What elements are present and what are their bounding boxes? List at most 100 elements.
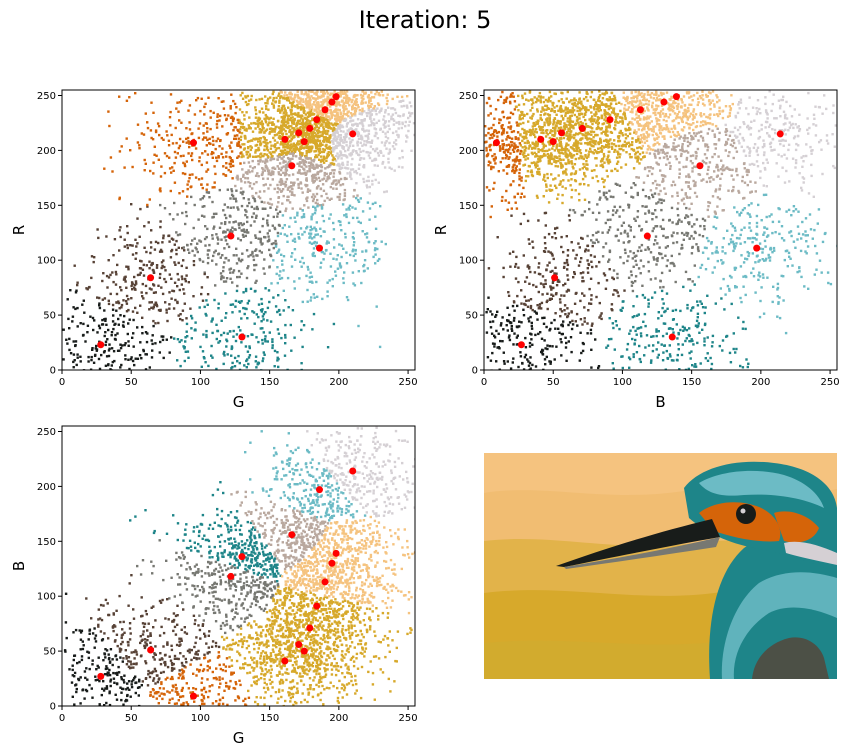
- centroid-point: [321, 578, 329, 586]
- y-tick-label: 150: [37, 201, 56, 212]
- centroid-point: [672, 93, 680, 101]
- y-tick-label: 200: [37, 482, 56, 493]
- figure-title: Iteration: 5: [358, 6, 492, 34]
- y-tick-label: 200: [37, 146, 56, 157]
- centroid-point: [97, 672, 105, 680]
- quantized-kingfisher-image: [484, 453, 837, 679]
- x-tick-label: 250: [399, 377, 418, 388]
- y-axis-label: R: [432, 225, 450, 235]
- x-axis-label: B: [655, 393, 665, 411]
- x-tick-label: 50: [547, 377, 560, 388]
- centroid-point: [147, 274, 155, 282]
- centroid-point: [306, 124, 314, 132]
- centroid-point: [578, 124, 586, 132]
- x-tick-label: 150: [260, 713, 279, 724]
- axes-frame: [61, 425, 416, 707]
- panel-top-left: 0 50 100 150 200 250 0 50 100 150 200 250 G R: [10, 89, 418, 411]
- y-tick-label: 100: [459, 256, 478, 267]
- panel-top-right: 0 50 100 150 200 250 0 50 100 150 200 250 B R: [432, 89, 840, 411]
- centroid-point: [313, 602, 321, 610]
- centroid-point: [349, 467, 357, 475]
- y-tick-label: 0: [50, 366, 56, 377]
- x-tick-label: 0: [481, 377, 487, 388]
- centroid-point: [306, 624, 314, 632]
- y-tick-label: 250: [37, 427, 56, 438]
- centroid-point: [190, 139, 198, 147]
- y-tick-label: 0: [472, 366, 478, 377]
- x-tick-label: 0: [59, 377, 65, 388]
- y-tick-label: 50: [465, 311, 478, 322]
- centroid-point: [97, 341, 105, 349]
- x-tick-label: 200: [329, 377, 348, 388]
- centroid-point: [537, 135, 545, 143]
- centroid-point: [696, 162, 704, 170]
- pixel-cloud: [62, 90, 415, 370]
- y-tick-label: 200: [459, 146, 478, 157]
- centroid-point: [281, 657, 289, 665]
- centroid-point: [668, 333, 676, 341]
- centroid-point: [492, 139, 500, 147]
- centroid-point: [776, 130, 784, 138]
- x-tick-label: 100: [613, 377, 632, 388]
- panel-bottom-left: 0 50 100 150 200 250 0 50 100 150 200 250 G B: [10, 425, 418, 747]
- centroid-point: [332, 549, 340, 557]
- y-tick-label: 100: [37, 256, 56, 267]
- x-tick-label: 200: [329, 713, 348, 724]
- x-tick-label: 0: [59, 713, 65, 724]
- centroid-point: [300, 138, 308, 146]
- centroid-point: [238, 553, 246, 561]
- centroid-point: [295, 129, 303, 137]
- centroid-point: [295, 641, 303, 649]
- x-tick-label: 100: [191, 713, 210, 724]
- centroid-point: [315, 244, 323, 252]
- y-tick-label: 150: [459, 201, 478, 212]
- centroid-point: [660, 98, 668, 106]
- centroid-point: [558, 129, 566, 137]
- centroid-point: [313, 116, 321, 124]
- pixel-cloud: [484, 90, 837, 370]
- centroid-point: [328, 559, 336, 567]
- y-axis-label: R: [10, 225, 28, 235]
- centroid-point: [332, 93, 340, 101]
- centroid-point: [549, 138, 557, 146]
- pixel-cloud: [63, 426, 415, 706]
- x-tick-label: 200: [751, 377, 770, 388]
- x-tick-label: 150: [682, 377, 701, 388]
- axes-frame: [61, 89, 416, 371]
- y-tick-label: 50: [43, 311, 56, 322]
- centroid-point: [227, 232, 235, 240]
- centroid-point: [300, 647, 308, 655]
- x-tick-label: 250: [399, 713, 418, 724]
- centroid-point: [288, 531, 296, 539]
- axes-frame: [483, 89, 838, 371]
- centroid-point: [281, 135, 289, 143]
- centroid-point: [147, 646, 155, 654]
- centroid-point: [517, 341, 525, 349]
- centroid-point: [288, 162, 296, 170]
- centroid-point: [636, 106, 644, 114]
- centroid-point: [321, 106, 329, 114]
- y-tick-label: 250: [37, 91, 56, 102]
- centroid-point: [551, 274, 559, 282]
- x-tick-label: 100: [191, 377, 210, 388]
- y-axis-label: B: [10, 561, 28, 571]
- y-tick-label: 0: [50, 702, 56, 713]
- x-tick-label: 50: [125, 713, 138, 724]
- centroid-point: [349, 130, 357, 138]
- y-tick-label: 150: [37, 537, 56, 548]
- centroid-point: [606, 116, 614, 124]
- centroid-point: [190, 692, 198, 700]
- y-tick-label: 50: [43, 647, 56, 658]
- y-tick-label: 100: [37, 592, 56, 603]
- centroid-point: [753, 244, 761, 252]
- centroid-point: [643, 232, 651, 240]
- centroid-point: [227, 572, 235, 580]
- centroid-point: [328, 98, 336, 106]
- x-tick-label: 50: [125, 377, 138, 388]
- x-axis-label: G: [233, 393, 245, 411]
- kingfisher-picture: [484, 453, 837, 679]
- x-axis-label: G: [233, 729, 245, 747]
- x-tick-label: 150: [260, 377, 279, 388]
- x-tick-label: 250: [821, 377, 840, 388]
